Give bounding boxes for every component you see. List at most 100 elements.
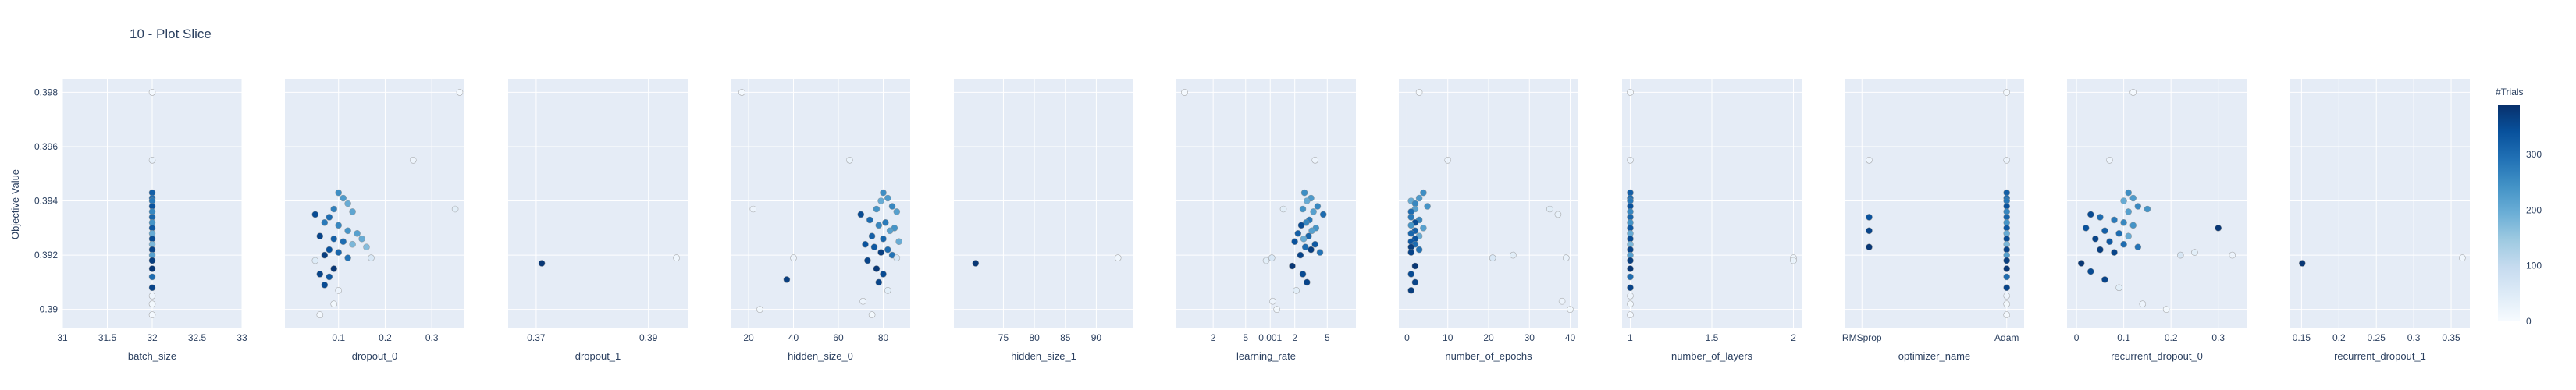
data-point[interactable]: [1314, 203, 1322, 210]
data-point[interactable]: [1627, 300, 1634, 308]
data-point[interactable]: [895, 238, 902, 246]
data-point[interactable]: [868, 232, 876, 240]
data-point[interactable]: [756, 306, 763, 314]
data-point[interactable]: [673, 254, 680, 261]
data-point[interactable]: [877, 249, 884, 256]
data-point[interactable]: [884, 246, 891, 254]
data-point[interactable]: [1304, 197, 1311, 204]
data-point[interactable]: [358, 235, 365, 243]
data-point[interactable]: [2299, 260, 2306, 267]
data-point[interactable]: [2191, 249, 2198, 256]
data-point[interactable]: [316, 232, 324, 240]
data-point[interactable]: [1293, 286, 1300, 294]
data-point[interactable]: [363, 243, 370, 251]
data-point[interactable]: [2097, 246, 2104, 254]
data-point[interactable]: [451, 205, 459, 213]
data-point[interactable]: [148, 265, 156, 272]
data-point[interactable]: [1299, 271, 1307, 278]
data-point[interactable]: [538, 260, 546, 267]
data-point[interactable]: [1546, 205, 1553, 213]
data-point[interactable]: [335, 189, 343, 197]
data-point[interactable]: [2003, 300, 2010, 308]
data-point[interactable]: [1424, 203, 1431, 210]
data-point[interactable]: [1407, 222, 1414, 229]
data-point[interactable]: [875, 222, 883, 229]
data-point[interactable]: [2106, 157, 2113, 164]
data-point[interactable]: [1510, 251, 1517, 259]
data-point[interactable]: [1866, 214, 1873, 221]
data-point[interactable]: [1316, 249, 1324, 256]
data-point[interactable]: [1627, 265, 1634, 272]
data-point[interactable]: [1790, 257, 1797, 264]
data-point[interactable]: [1627, 284, 1634, 292]
data-point[interactable]: [1415, 246, 1423, 254]
data-point[interactable]: [884, 194, 891, 202]
data-point[interactable]: [344, 200, 351, 207]
data-point[interactable]: [311, 257, 319, 264]
data-point[interactable]: [321, 251, 329, 259]
data-point[interactable]: [972, 260, 980, 267]
data-point[interactable]: [148, 257, 156, 264]
data-point[interactable]: [2229, 251, 2236, 259]
data-point[interactable]: [1300, 235, 1308, 243]
data-point[interactable]: [2125, 208, 2132, 215]
data-point[interactable]: [1554, 211, 1562, 218]
data-point[interactable]: [2134, 243, 2142, 251]
data-point[interactable]: [875, 278, 883, 286]
data-point[interactable]: [340, 194, 347, 202]
data-point[interactable]: [2459, 254, 2466, 261]
data-point[interactable]: [790, 254, 797, 261]
data-point[interactable]: [1299, 205, 1307, 213]
data-point[interactable]: [1289, 262, 1296, 270]
data-point[interactable]: [1407, 271, 1414, 278]
data-point[interactable]: [1420, 224, 1427, 232]
data-point[interactable]: [1407, 249, 1414, 256]
data-point[interactable]: [321, 281, 329, 289]
data-point[interactable]: [344, 227, 351, 235]
data-point[interactable]: [2082, 224, 2090, 232]
data-point[interactable]: [1308, 227, 1315, 235]
data-point[interactable]: [1181, 89, 1188, 96]
data-point[interactable]: [880, 271, 887, 278]
data-point[interactable]: [2003, 273, 2010, 281]
data-point[interactable]: [1567, 306, 1574, 314]
data-point[interactable]: [1300, 189, 1308, 197]
data-point[interactable]: [330, 265, 338, 272]
data-point[interactable]: [882, 218, 889, 226]
data-point[interactable]: [1269, 297, 1276, 305]
data-point[interactable]: [148, 311, 156, 318]
data-point[interactable]: [888, 203, 896, 210]
data-point[interactable]: [1407, 229, 1414, 237]
data-point[interactable]: [2162, 306, 2170, 314]
data-point[interactable]: [2087, 268, 2094, 275]
data-point[interactable]: [2087, 211, 2094, 218]
data-point[interactable]: [1297, 251, 1304, 259]
data-point[interactable]: [873, 265, 881, 272]
data-point[interactable]: [1411, 262, 1419, 270]
data-point[interactable]: [1411, 278, 1419, 286]
data-point[interactable]: [2111, 216, 2118, 224]
data-point[interactable]: [148, 292, 156, 300]
data-point[interactable]: [335, 249, 343, 256]
data-point[interactable]: [749, 205, 757, 213]
data-point[interactable]: [409, 157, 417, 164]
data-point[interactable]: [738, 89, 745, 96]
data-point[interactable]: [880, 189, 887, 197]
data-point[interactable]: [2003, 257, 2010, 264]
data-point[interactable]: [2003, 292, 2010, 300]
data-point[interactable]: [1319, 211, 1327, 218]
data-point[interactable]: [2144, 205, 2151, 213]
data-point[interactable]: [1627, 157, 1634, 164]
data-point[interactable]: [354, 229, 361, 237]
data-point[interactable]: [1444, 157, 1451, 164]
data-point[interactable]: [330, 235, 338, 243]
data-point[interactable]: [846, 157, 853, 164]
data-point[interactable]: [2003, 157, 2010, 164]
data-point[interactable]: [1407, 286, 1414, 294]
data-point[interactable]: [868, 311, 876, 318]
data-point[interactable]: [321, 218, 329, 226]
data-point[interactable]: [148, 284, 156, 292]
data-point[interactable]: [864, 257, 871, 264]
data-point[interactable]: [893, 208, 901, 215]
data-point[interactable]: [2077, 260, 2085, 267]
